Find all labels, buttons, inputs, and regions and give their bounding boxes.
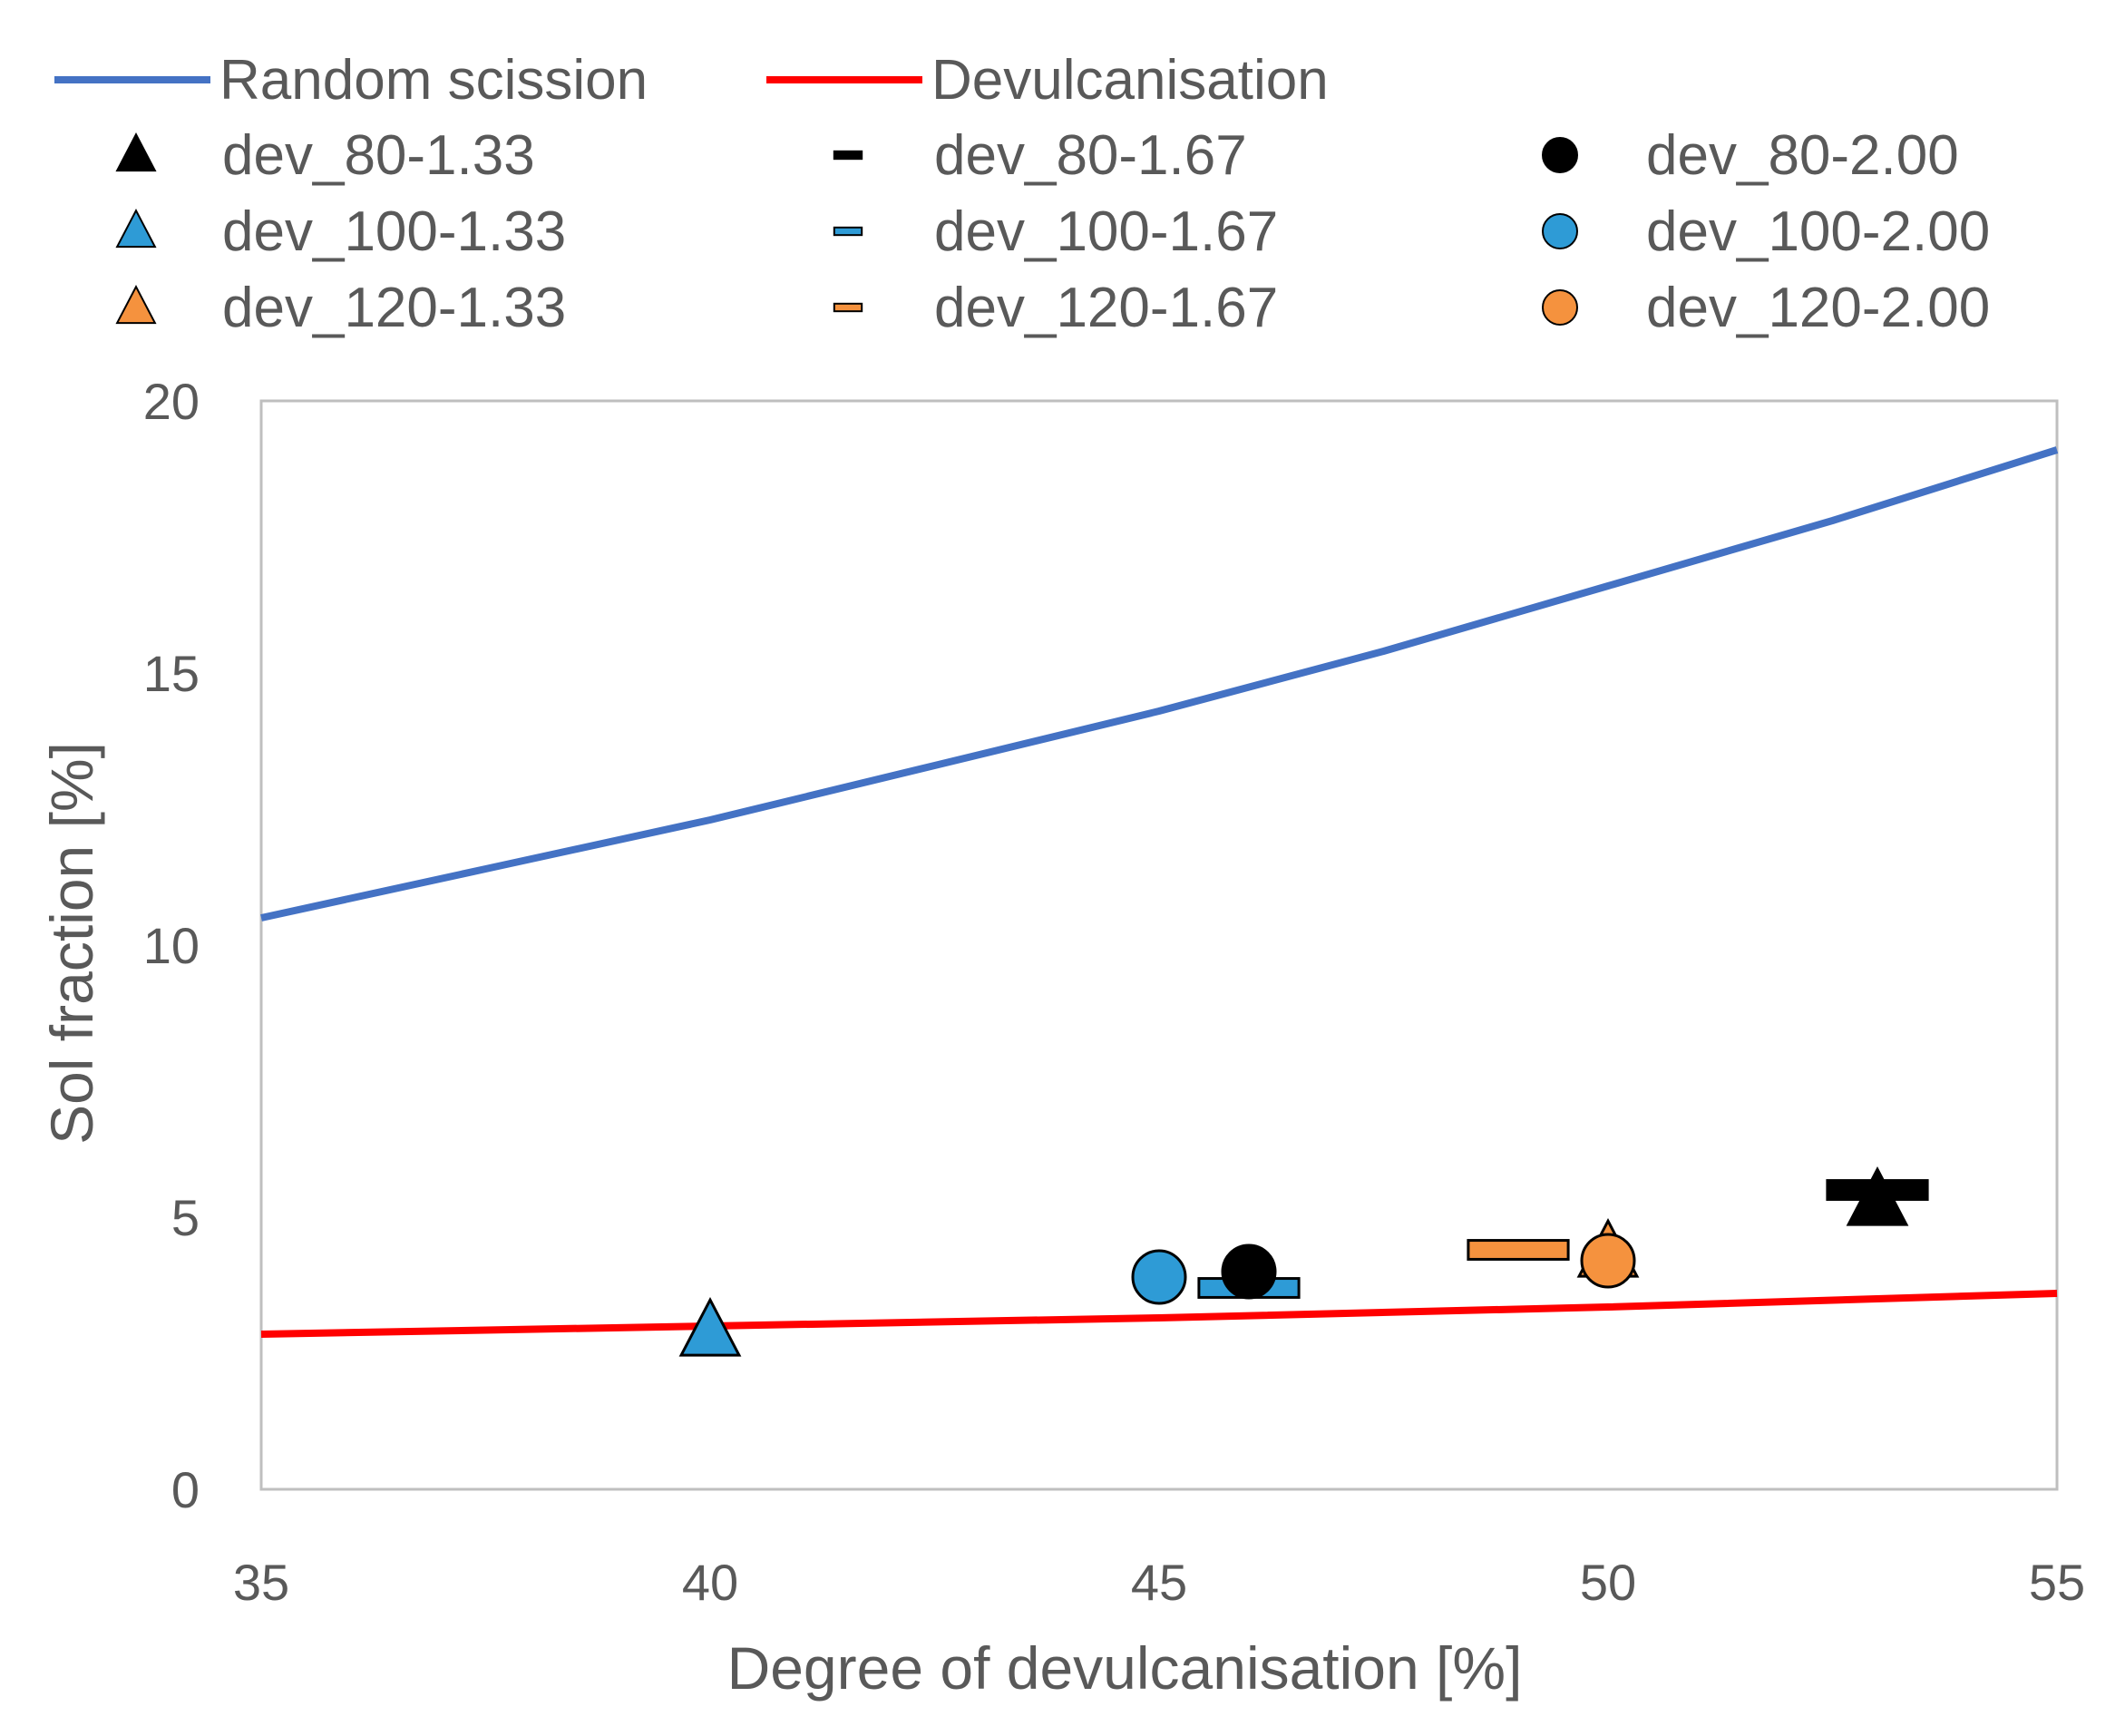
axes: 35 40 45 50 55 0 5 10 15 20 (143, 373, 2085, 1611)
data-point-dev-120-1-67 (1467, 1239, 1570, 1261)
plot-frame (259, 399, 2059, 1491)
y-tick-label-10: 10 (143, 917, 200, 974)
x-tick-label-55: 55 (2029, 1554, 2085, 1611)
x-tick-label-40: 40 (682, 1554, 738, 1611)
legend-entry-dev-80-1-33: dev_80-1.33 (115, 124, 535, 187)
data-point-dev-100-1-33 (678, 1296, 742, 1357)
legend-marker-dev-100-1-67 (833, 226, 863, 237)
line-devulcanisation (260, 1290, 2058, 1338)
legend-entry-dev-100-2-00: dev_100-2.00 (1542, 200, 1990, 263)
legend-marker-dev-80-2-00 (1542, 137, 1578, 173)
legend-entry-dev-120-1-67: dev_120-1.67 (833, 277, 1278, 339)
y-tick-label-15: 15 (143, 645, 200, 702)
x-axis-title: Degree of devulcanisation [%] (727, 1634, 1523, 1702)
legend-label-dev-120-2-00: dev_120-2.00 (1646, 277, 1990, 339)
x-tick-label-50: 50 (1580, 1554, 1636, 1611)
legend-label-devulcanisation: Devulcanisation (931, 49, 1329, 112)
legend-marker-dev-100-2-00 (1542, 213, 1578, 249)
legend: Random scission Devulcanisation dev_80-1… (54, 49, 1990, 339)
legend-marker-dev-120-2-00 (1542, 289, 1578, 326)
legend-label-dev-120-1-33: dev_120-1.33 (222, 277, 566, 339)
legend-label-dev-80-1-33: dev_80-1.33 (222, 124, 535, 187)
legend-entry-dev-100-1-33: dev_100-1.33 (115, 200, 566, 263)
legend-entry-dev-100-1-67: dev_100-1.67 (833, 200, 1278, 263)
legend-label-dev-100-1-33: dev_100-1.33 (222, 200, 566, 263)
legend-entry-dev-80-2-00: dev_80-2.00 (1542, 124, 1959, 187)
legend-marker-dev-100-1-33 (115, 209, 157, 249)
data-point-dev-120-2-00 (1580, 1233, 1636, 1289)
plot-area (260, 446, 2059, 1357)
data-point-dev-80-2-00 (1221, 1243, 1277, 1300)
x-tick-label-45: 45 (1131, 1554, 1187, 1611)
data-point-dev-80-1-33 (1846, 1165, 1909, 1226)
legend-entry-devulcanisation: Devulcanisation (766, 49, 1329, 112)
legend-label-dev-100-1-67: dev_100-1.67 (934, 200, 1278, 263)
legend-entry-random-scission: Random scission (54, 49, 648, 112)
data-point-dev-100-2-00 (1131, 1249, 1187, 1305)
y-tick-label-0: 0 (171, 1461, 200, 1518)
legend-marker-dev-120-1-67 (833, 302, 863, 313)
legend-entry-dev-120-1-33: dev_120-1.33 (115, 277, 566, 339)
legend-marker-dev-80-1-67 (833, 150, 863, 161)
y-tick-label-20: 20 (143, 373, 200, 430)
legend-entry-dev-120-2-00: dev_120-2.00 (1542, 277, 1990, 339)
legend-label-dev-80-2-00: dev_80-2.00 (1646, 124, 1959, 187)
legend-label-random-scission: Random scission (219, 49, 648, 112)
legend-marker-dev-120-1-33 (115, 285, 157, 325)
legend-marker-dev-80-1-33 (115, 132, 157, 172)
y-tick-label-5: 5 (171, 1189, 200, 1246)
line-random-scission (260, 446, 2059, 922)
y-axis-title: Sol fraction [%] (38, 742, 105, 1145)
legend-entry-dev-80-1-67: dev_80-1.67 (833, 124, 1247, 187)
x-tick-label-35: 35 (233, 1554, 289, 1611)
legend-label-dev-80-1-67: dev_80-1.67 (934, 124, 1247, 187)
legend-label-dev-120-1-67: dev_120-1.67 (934, 277, 1278, 339)
legend-label-dev-100-2-00: dev_100-2.00 (1646, 200, 1990, 263)
